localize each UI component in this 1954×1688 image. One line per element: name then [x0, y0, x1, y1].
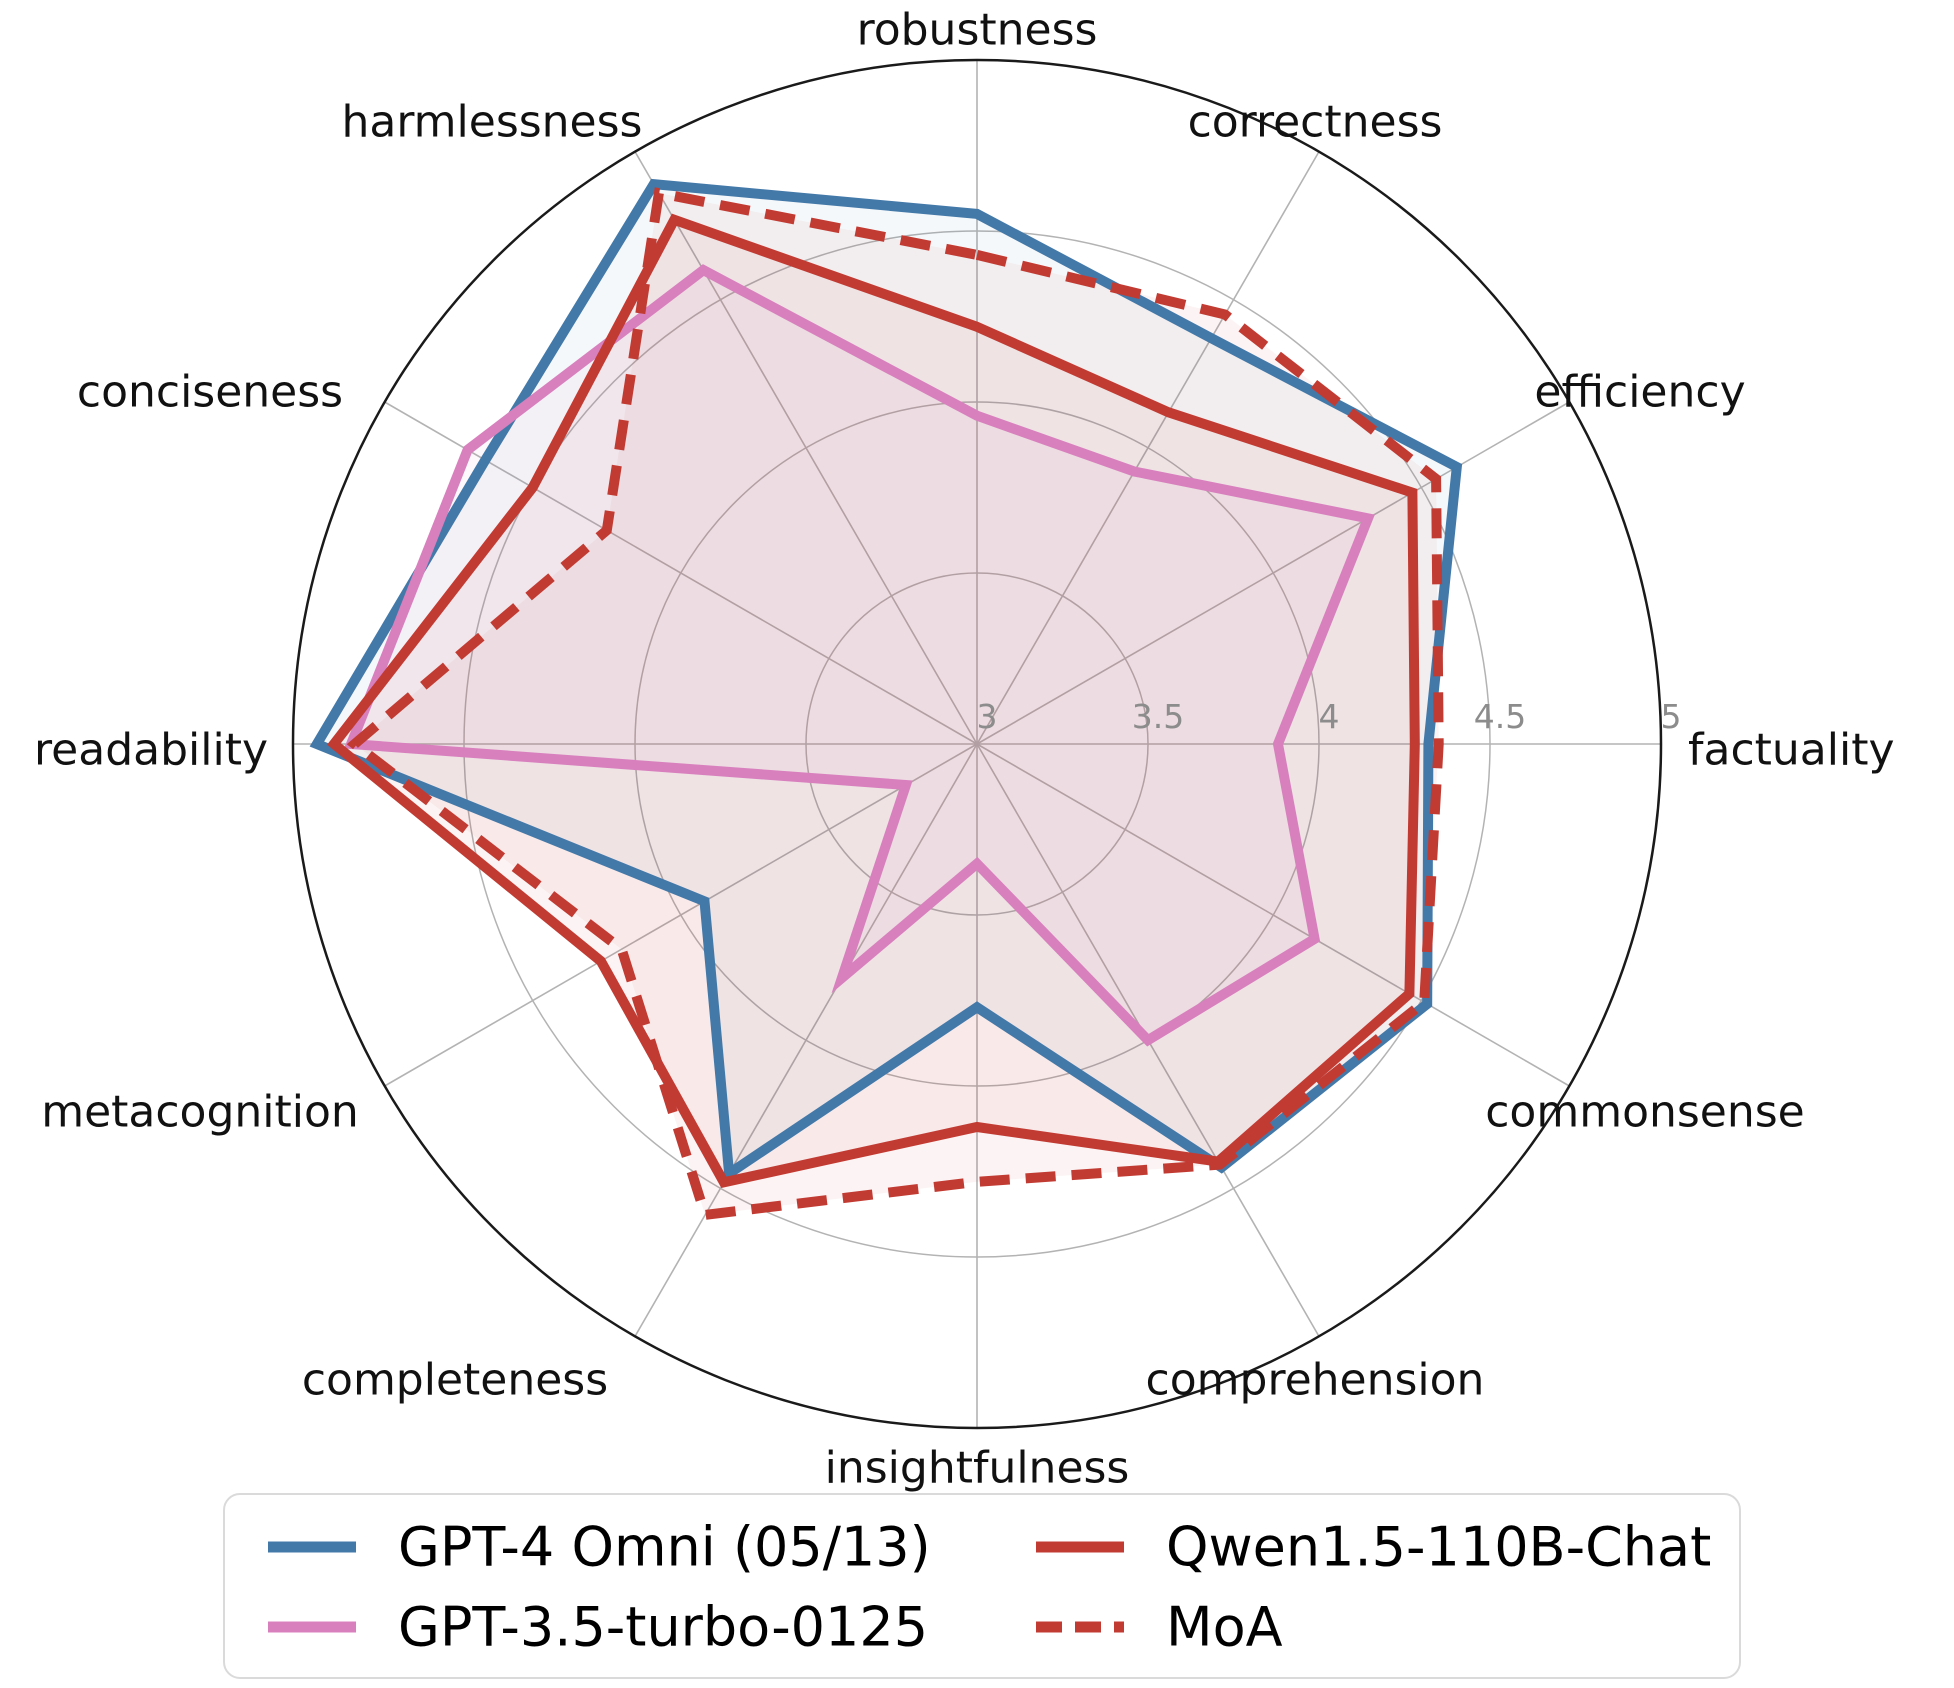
legend-label-gpt35-turbo: GPT-3.5-turbo-0125 [398, 1596, 928, 1659]
axis-label-readability: readability [34, 725, 268, 776]
series-line-1 [343, 264, 1375, 1047]
outer-ring [291, 58, 1663, 1430]
category-axis-labels: robustness correctness efficiency factualit… [34, 5, 1894, 1494]
axis-label-insightfulness: insightfulness [825, 1443, 1130, 1494]
legend-box [223, 1493, 1741, 1679]
axis-spoke-efficiency [976, 401, 1570, 745]
radial-tick-labels: 3 3.5 4 4.5 5 [977, 697, 1682, 736]
series-fill-0 [316, 184, 1457, 1174]
series-line-3 [346, 187, 1444, 1221]
axis-spoke-harmlessness [634, 151, 978, 745]
axis-label-commonsense: commonsense [1485, 1087, 1805, 1138]
radial-tick-3.5: 3.5 [1132, 697, 1184, 736]
axis-label-comprehension: comprehension [1146, 1355, 1485, 1406]
legend: GPT-4 Omni (05/13) GPT-3.5-turbo-0125 Qw… [223, 1493, 1741, 1679]
series-polygons [309, 178, 1463, 1221]
legend-label-gpt4-omni: GPT-4 Omni (05/13) [398, 1516, 931, 1579]
axis-label-factuality: factuality [1688, 725, 1895, 776]
radial-tick-4: 4 [1319, 697, 1340, 736]
axis-label-harmlessness: harmlessness [342, 97, 643, 148]
legend-label-qwen: Qwen1.5-110B-Chat [1166, 1516, 1711, 1579]
axis-label-correctness: correctness [1188, 97, 1443, 148]
axis-spoke-commonsense [976, 743, 1570, 1087]
axis-spoke-completeness [634, 743, 978, 1337]
series-fill-1 [351, 270, 1369, 1041]
radial-tick-4.5: 4.5 [1474, 697, 1526, 736]
radial-tick-5: 5 [1661, 697, 1682, 736]
axis-label-completeness: completeness [302, 1355, 608, 1406]
axis-label-robustness: robustness [857, 5, 1098, 56]
radial-tick-3: 3 [977, 697, 998, 736]
legend-label-moa: MoA [1166, 1596, 1283, 1659]
series-line-0 [309, 178, 1463, 1183]
series-line-2 [327, 213, 1420, 1188]
axis-label-metacognition: metacognition [41, 1087, 359, 1138]
axis-label-conciseness: conciseness [77, 367, 343, 418]
axis-spoke-metacognition [384, 743, 978, 1087]
axis-label-efficiency: efficiency [1534, 367, 1745, 418]
axis-spoke-correctness [976, 151, 1320, 745]
